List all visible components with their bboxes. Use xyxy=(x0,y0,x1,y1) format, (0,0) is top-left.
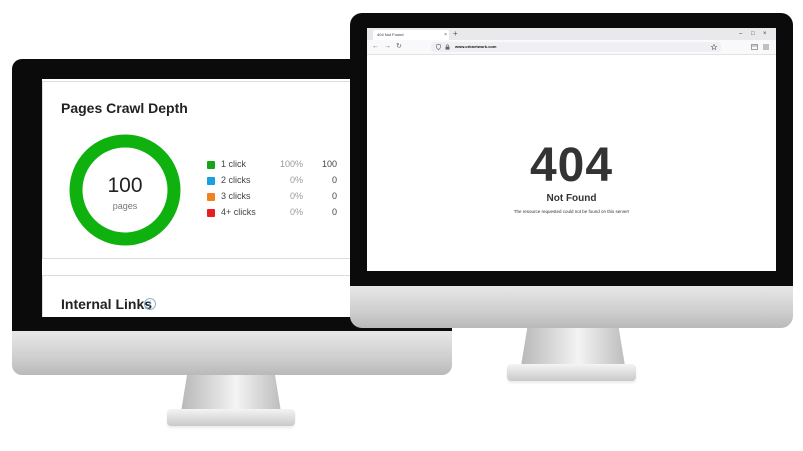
legend-label: 1 click xyxy=(221,159,247,169)
tab-close-icon[interactable]: × xyxy=(444,32,447,38)
legend-swatch xyxy=(207,177,215,185)
tab-title: 404 Not Found xyxy=(377,32,404,37)
menu-icon[interactable] xyxy=(763,44,769,50)
browser-tab-bar: 404 Not Found × + – □ × xyxy=(367,28,776,40)
right-monitor-screen: 404 Not Found × + – □ × ← → ↻ www.orbnet… xyxy=(367,28,776,271)
right-monitor-chin xyxy=(350,286,793,328)
url-text: www.orbnetwork.com xyxy=(455,44,497,49)
shield-icon xyxy=(436,44,441,50)
donut-total-label: pages xyxy=(112,201,138,211)
legend-percent: 0% xyxy=(289,207,303,217)
left-monitor-base xyxy=(167,409,295,426)
legend-value: 0 xyxy=(331,191,337,201)
info-icon[interactable]: i xyxy=(144,298,156,310)
left-monitor-stand xyxy=(181,375,281,412)
reload-icon[interactable]: ↻ xyxy=(396,43,402,50)
browser-tab[interactable]: 404 Not Found × xyxy=(373,30,449,40)
legend-value: 0 xyxy=(331,207,337,217)
crawl-depth-title: Pages Crawl Depth xyxy=(61,100,188,116)
back-icon[interactable]: ← xyxy=(372,43,379,50)
internal-links-title: Internal Links xyxy=(61,296,152,312)
left-monitor-chin xyxy=(12,331,452,375)
legend-label: 3 clicks xyxy=(221,191,251,201)
error-message: The resource requested could not be foun… xyxy=(513,209,630,214)
donut-segment-1-click xyxy=(69,134,181,246)
address-bar[interactable]: www.orbnetwork.com xyxy=(431,42,721,52)
legend-value: 100 xyxy=(321,159,337,169)
lock-icon xyxy=(445,44,450,50)
legend-swatch xyxy=(207,193,215,201)
legend-percent: 0% xyxy=(289,191,303,201)
legend-label: 4+ clicks xyxy=(221,207,256,217)
forward-icon[interactable]: → xyxy=(384,43,391,50)
legend-swatch xyxy=(207,161,215,169)
right-monitor-stand xyxy=(521,328,625,366)
legend-swatch xyxy=(207,209,215,217)
minimize-icon[interactable]: – xyxy=(739,31,743,37)
legend-percent: 0% xyxy=(289,175,303,185)
browser-nav-bar: ← → ↻ www.orbnetwork.com xyxy=(367,40,776,55)
close-window-icon[interactable]: × xyxy=(763,31,767,37)
error-code: 404 xyxy=(529,139,614,192)
legend-percent: 100% xyxy=(279,159,303,169)
star-icon[interactable] xyxy=(711,44,717,50)
right-monitor-base xyxy=(507,364,636,381)
legend-label: 2 clicks xyxy=(221,175,251,185)
donut-total: 100 xyxy=(107,174,143,197)
error-title: Not Found xyxy=(546,193,597,204)
maximize-icon[interactable]: □ xyxy=(751,31,755,37)
crawl-depth-donut xyxy=(69,134,181,246)
legend-value: 0 xyxy=(331,175,337,185)
new-tab-icon[interactable]: + xyxy=(453,29,458,38)
internal-links-title-text: Internal Links xyxy=(61,296,153,312)
extensions-icon[interactable] xyxy=(751,44,758,50)
